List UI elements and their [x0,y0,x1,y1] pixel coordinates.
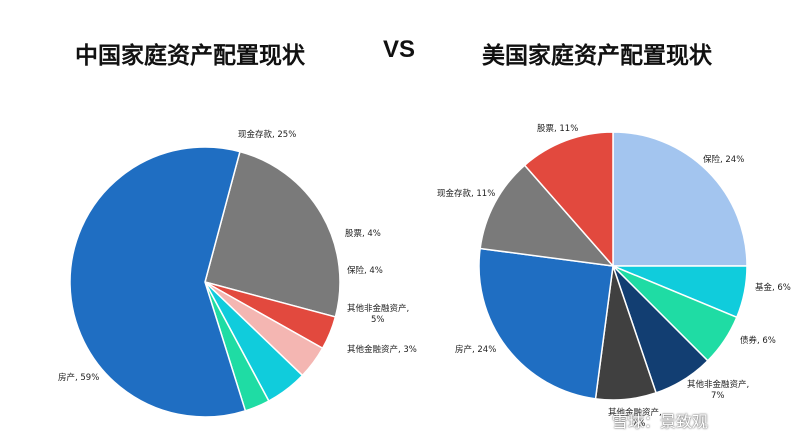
watermark: 雪球：景致观 [612,412,709,431]
pie-slice-1-5 [478,247,614,400]
slice-label-1-6: 现金存款, 11% [437,188,495,199]
slice-label-1-3: 其他非金融资产, 7% [687,379,749,401]
slice-label-1-5: 房产, 24% [455,344,496,355]
slice-label-0-2: 保险, 4% [347,265,383,276]
right-chart-title: 美国家庭资产配置现状 [482,43,712,69]
slice-label-1-7: 股票, 11% [537,124,578,134]
pie-slice-1-0 [612,131,748,267]
slice-label-0-1: 股票, 4% [345,229,381,239]
slice-label-0-0: 现金存款, 25% [238,129,296,140]
left-chart-title: 中国家庭资产配置现状 [75,43,305,69]
slice-label-1-1: 基金, 6% [755,282,791,293]
slice-label-1-4: 其他金融资产, 7% [608,407,662,429]
pie-slice-0-5 [69,146,247,418]
pie-slice-1-7 [523,131,614,268]
slice-label-1-0: 保险, 24% [703,154,744,165]
slice-label-0-4: 其他金融资产, 3% [347,344,417,355]
slice-label-0-3: 其他非金融资产, 5% [347,303,409,325]
slice-label-1-2: 债券, 6% [740,335,776,346]
pie-slice-1-6 [479,164,615,268]
vs-label: VS [383,36,416,63]
pie-slice-0-0 [204,150,341,318]
slice-label-0-5: 房产, 59% [58,372,99,383]
